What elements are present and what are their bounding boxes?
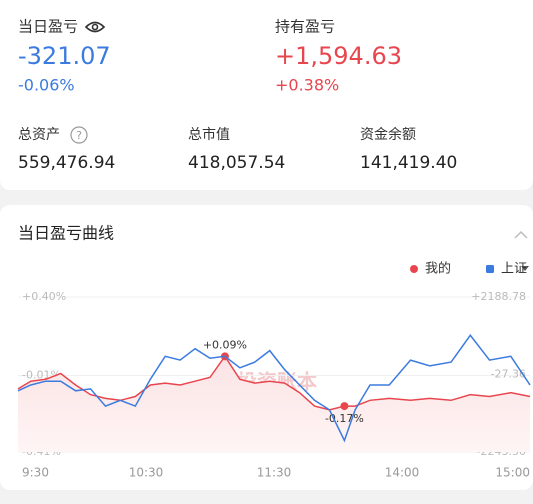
line	[17, 354, 531, 411]
x-tick-label: 10:30	[129, 466, 164, 480]
day-pnl-amount: -321.07	[18, 42, 111, 70]
day-pnl-label: 当日盈亏	[18, 18, 78, 36]
dropdown-icon[interactable]	[521, 266, 529, 271]
day-pnl-percent: -0.06%	[18, 76, 75, 95]
point-label: +0.09%	[203, 338, 247, 351]
chart-title: 当日盈亏曲线	[18, 224, 114, 243]
svg-text:?: ?	[76, 129, 82, 142]
legend-label: 我的	[425, 261, 451, 277]
stat-label: 资金余额	[360, 126, 416, 143]
line	[17, 334, 531, 443]
x-tick-label: 15:00	[495, 466, 530, 480]
y-tick-label: +0.40%	[22, 290, 66, 303]
stat-label: 总市值	[188, 126, 230, 143]
y2-tick-label: -27.36	[491, 368, 526, 381]
area	[18, 356, 530, 452]
legend-swatch	[486, 265, 494, 273]
x-tick-label: 14:00	[385, 466, 420, 480]
stat-value: 141,419.40	[360, 153, 457, 173]
stat-value: 559,476.94	[18, 153, 115, 173]
summary-card	[0, 0, 533, 190]
legend-label: 上证	[501, 262, 527, 277]
eye-icon[interactable]	[84, 21, 106, 33]
point-marker	[340, 402, 349, 411]
x-tick-label: 11:30	[257, 466, 292, 480]
stat-label: 总资产	[18, 127, 60, 143]
help-icon[interactable]: ?	[70, 126, 88, 144]
collapse-icon[interactable]	[514, 230, 528, 239]
hold-pnl-amount: +1,594.63	[275, 42, 402, 70]
hold-pnl-percent: +0.38%	[275, 76, 339, 95]
hold-pnl-label: 持有盈亏	[275, 18, 335, 36]
y2-tick-label: +2188.78	[471, 290, 526, 303]
stat-value: 418,057.54	[188, 153, 285, 173]
x-tick-label: 9:30	[22, 466, 49, 480]
legend-swatch	[410, 265, 418, 273]
